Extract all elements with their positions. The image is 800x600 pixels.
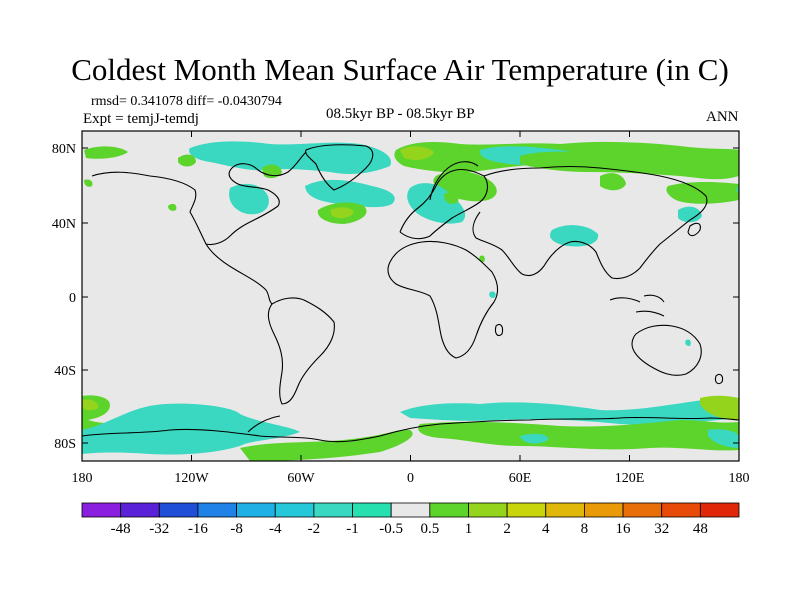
latitude-axis: 80N 40N 0 40S 80S [52,142,739,452]
lat-tick-label: 40S [54,364,76,379]
colorbar-label: -48 [111,521,131,537]
southern-band-east2 [82,399,99,411]
stats-text: rmsd= 0.341078 diff= -0.0430794 [91,94,282,109]
lat-tick-label: 0 [69,291,76,306]
coast-africa [387,240,499,359]
coast-south-america [267,297,335,405]
colorbar-label: -0.5 [379,521,403,537]
coast-antarctic-peninsula [247,415,281,433]
lon-tick-label: 120E [615,471,645,486]
colorbar-swatch [236,502,276,518]
north-america-neg [229,183,269,215]
arctic-pos-1 [84,146,128,159]
colorbar-swatch [545,502,585,518]
alaska-pos [84,179,93,187]
pacific-pos-small [168,203,177,211]
lat-tick-label: 80N [52,142,76,157]
colorbar-label: 16 [616,521,632,537]
europe-neg [407,183,466,224]
coast-asia [472,165,708,280]
lat-tick-label: 80S [54,437,76,452]
coast-greenland [305,144,374,191]
colorbar-label: 4 [542,521,550,537]
europe-pos-small [444,192,459,204]
india-neg [489,291,496,298]
lon-tick-label: 60E [509,471,532,486]
southern-band-east [700,395,739,420]
colorbar-swatch [622,502,663,518]
lon-tick-label: 0 [407,471,414,486]
north-atlantic-neg [305,179,395,208]
africa-pos [479,255,485,262]
arctic-east-pos [520,151,739,180]
colorbar-label: 8 [581,521,589,537]
colorbar-swatch [584,502,624,518]
colorbar-swatch [313,502,353,518]
colorbar-swatch [699,502,740,518]
colorbar-swatch [661,502,701,518]
coast-scandinavia [429,161,479,201]
period-label: 08.5kyr BP - 08.5kyr BP [326,106,475,122]
europe-pos-core [400,146,434,160]
canada-arctic-neg [189,141,391,174]
colorbar-swatch [352,502,392,518]
chart-title: Coldest Month Mean Surface Air Temperatu… [71,52,729,87]
lon-tick-label: 180 [729,471,750,486]
colorbar: -48 -32 -16 -8 -4 -2 -1 -0.5 0.5 1 2 4 8 16 32 48 [81,502,740,537]
colorbar-label: -4 [269,521,282,537]
colorbar-swatch [197,502,237,518]
colorbar-swatch [506,502,547,518]
lon-tick-label: 60W [287,471,315,486]
southern-band-indian-pos [418,420,739,451]
colorbar-label: -2 [308,521,321,537]
colorbar-swatch [274,502,315,518]
colorbar-label: 2 [503,521,511,537]
coast-indonesia [609,294,665,317]
colorbar-swatch [390,502,431,518]
colorbar-label: 1 [465,521,473,537]
colorbar-swatch [468,502,508,518]
coast-antarctica [82,416,739,443]
coast-australia [631,324,702,376]
coast-madagascar [494,323,504,337]
coast-north-america [91,151,307,305]
siberia-pos [600,173,626,191]
asia-neg-1 [549,225,599,247]
coast-new-zealand [714,373,724,385]
colorbar-label: -32 [149,521,169,537]
southern-band-atlantic [240,429,413,461]
north-atlantic-pos-core [330,207,354,219]
lon-tick-label: 180 [72,471,93,486]
coastlines [82,144,739,443]
season-label: ANN [706,109,739,125]
lat-tick-label: 40N [52,217,76,232]
colorbar-swatch [429,502,469,518]
colorbar-swatch [158,502,199,518]
southern-blob-indian-small [520,433,549,444]
lon-tick-label: 120W [174,471,209,486]
canada-pos-blob [178,154,196,167]
experiment-label: Expt = temjJ-temdj [83,111,199,127]
colorbar-label: 48 [693,521,708,537]
colorbar-label: 0.5 [420,521,439,537]
longitude-axis: 180 120W 60W 0 60E 120E 180 [72,131,750,486]
colorbar-label: 32 [654,521,669,537]
colorbar-swatch [81,502,122,518]
coast-japan [687,222,701,237]
colorbar-label: -1 [346,521,359,537]
colorbar-label: -8 [230,521,243,537]
australia-neg [685,339,691,346]
pacific-neg-1 [736,186,739,192]
colorbar-label: -16 [188,521,208,537]
asia-neg-2 [678,206,702,223]
colorbar-swatch [120,502,160,518]
southern-blob-far-east [708,429,739,448]
